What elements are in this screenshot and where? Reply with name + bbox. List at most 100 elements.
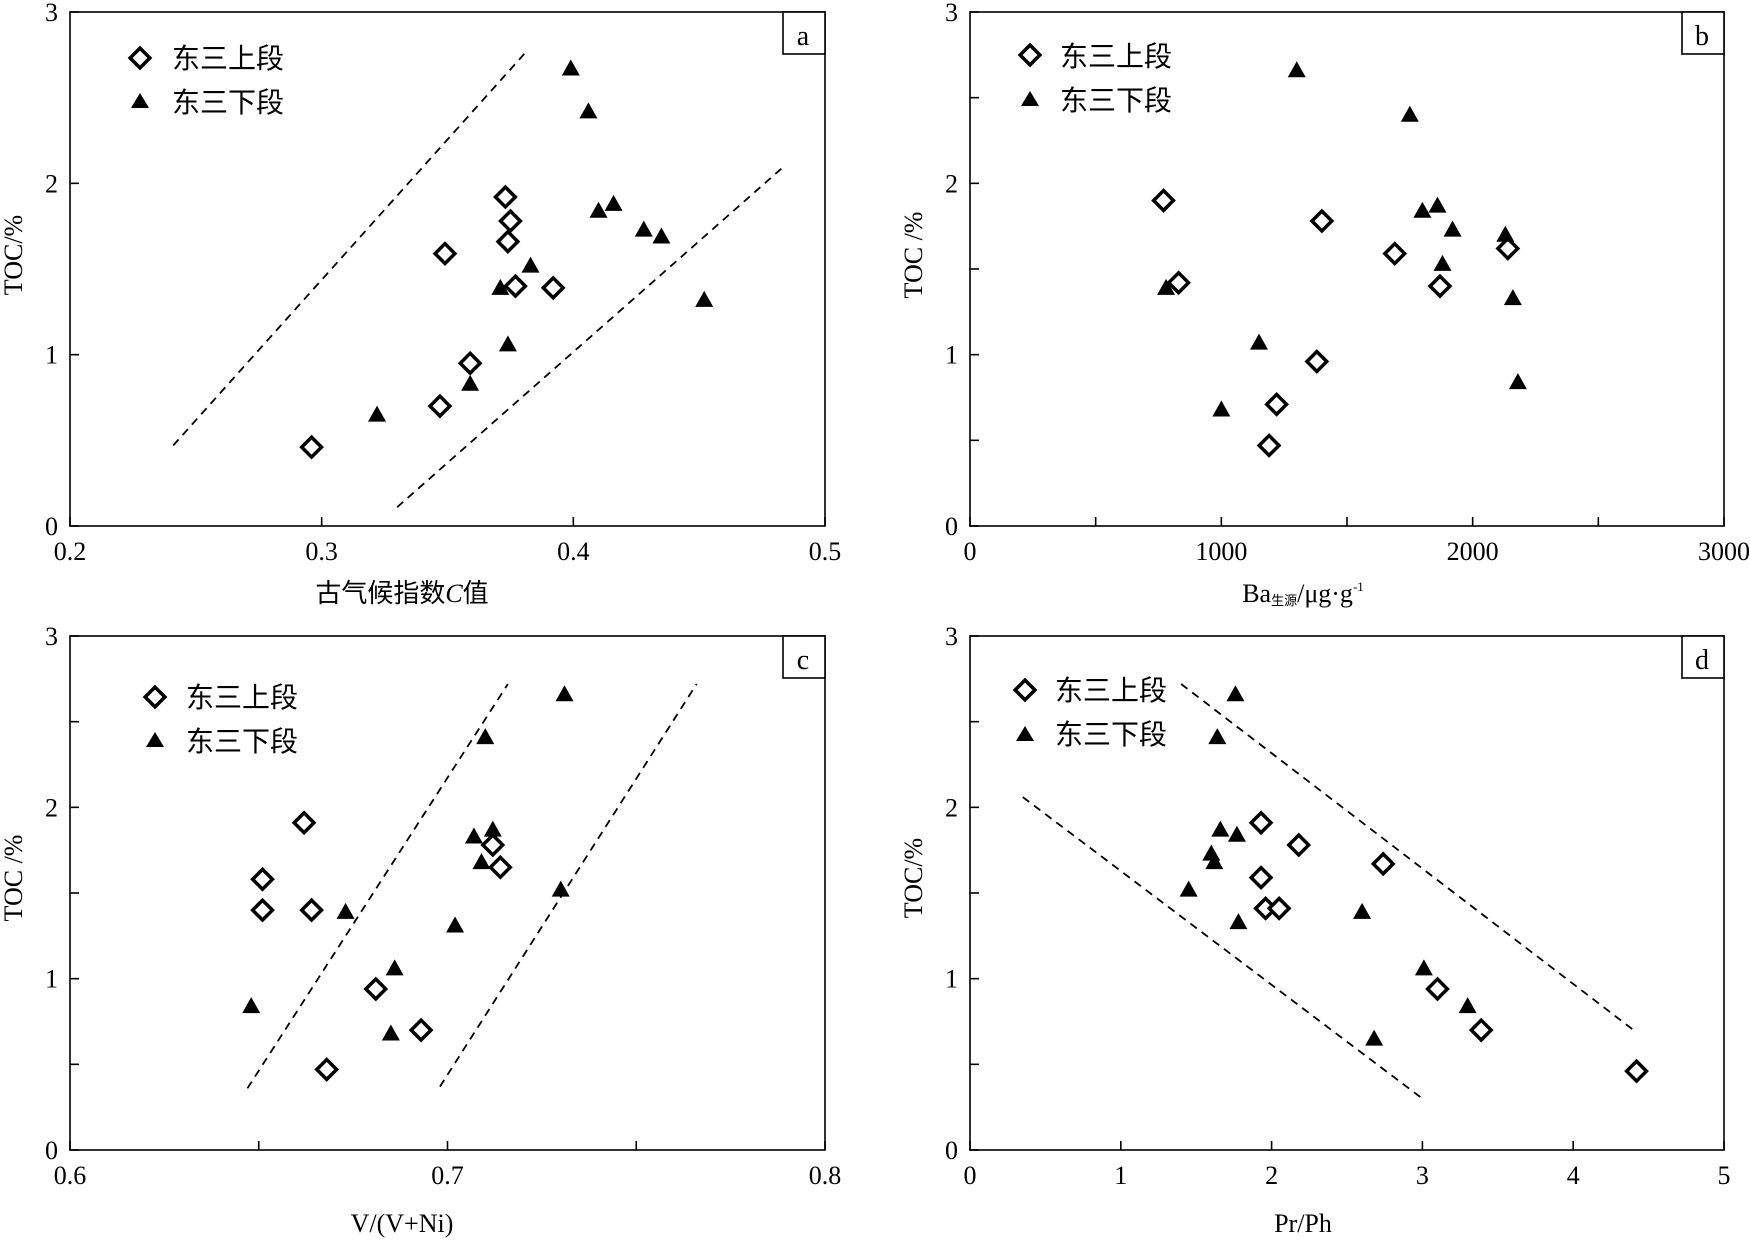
panel-d-label: d <box>1695 645 1709 676</box>
point-lower <box>446 916 465 933</box>
point-upper <box>540 275 566 301</box>
point-lower <box>695 290 714 307</box>
panel-b-label: b <box>1695 21 1709 52</box>
point-upper <box>1151 188 1176 213</box>
x-tick-label: 2 <box>1265 1161 1278 1190</box>
legend-lower-label: 东三下段 <box>1055 719 1167 751</box>
point-upper <box>1382 241 1408 266</box>
point-lower <box>1226 685 1245 702</box>
point-lower <box>464 827 483 844</box>
point-lower <box>604 194 623 211</box>
point-upper <box>1304 349 1330 374</box>
point-lower <box>1443 220 1462 237</box>
x-tick-label: 0 <box>964 1161 977 1190</box>
x-tick-label: 0.7 <box>431 1161 464 1190</box>
point-upper <box>1495 236 1521 261</box>
point-upper <box>480 832 506 858</box>
point-lower <box>1208 728 1227 745</box>
point-lower <box>1400 105 1419 122</box>
point-upper <box>1166 270 1191 296</box>
panel-d-legend: 东三上段 东三下段 <box>1012 675 1167 751</box>
x-tick-label: 3 <box>1416 1161 1429 1190</box>
panel-c-label: c <box>797 645 809 676</box>
panel-d-xlabel: Pr/Ph <box>1274 1209 1332 1238</box>
point-upper <box>487 854 513 880</box>
point-upper <box>1468 1017 1494 1043</box>
legend-upper-marker <box>127 45 153 71</box>
panel-a-label: a <box>797 21 810 52</box>
point-lower <box>1157 278 1176 295</box>
y-tick-label: 0 <box>45 1136 58 1165</box>
point-lower <box>1433 254 1452 271</box>
point-upper <box>299 434 324 460</box>
point-lower <box>1414 959 1433 976</box>
y-tick-label: 1 <box>945 965 958 994</box>
panel-d-ylabel: TOC/% <box>899 838 928 918</box>
point-lower <box>589 201 608 218</box>
trend-guide-line <box>1180 683 1635 1031</box>
x-tick-label: 5 <box>1718 1161 1731 1190</box>
point-lower <box>385 959 404 976</box>
panel-b-ylabel: TOC /% <box>899 212 928 299</box>
point-lower <box>561 59 580 76</box>
panel-label-box <box>1681 11 1725 55</box>
trend-guide-line <box>439 683 698 1088</box>
point-lower <box>498 335 517 352</box>
point-lower <box>1205 853 1224 870</box>
x-tick-label: 0.3 <box>305 537 338 566</box>
point-lower <box>242 997 261 1014</box>
legend-lower-marker <box>131 93 149 108</box>
point-lower <box>336 902 355 919</box>
point-lower <box>1212 400 1231 417</box>
trend-guide-line <box>396 167 783 508</box>
point-lower <box>1250 333 1269 350</box>
point-lower <box>472 853 491 870</box>
panel-c-legend: 东三上段 东三下段 <box>142 682 298 758</box>
point-upper <box>432 241 458 266</box>
point-lower <box>1508 373 1527 390</box>
y-tick-label: 2 <box>945 793 958 822</box>
x-tick-label: 0.4 <box>557 537 590 566</box>
legend-upper-marker <box>1012 677 1038 703</box>
panel-c-ylabel: TOC /% <box>0 835 28 922</box>
legend-lower-marker <box>1021 91 1039 106</box>
y-tick-label: 2 <box>45 169 58 198</box>
point-upper <box>299 897 324 923</box>
point-lower <box>476 728 495 745</box>
point-lower <box>1353 902 1372 919</box>
x-tick-label: 4 <box>1567 1161 1580 1190</box>
point-upper <box>1248 865 1274 890</box>
y-tick-label: 1 <box>945 341 958 370</box>
panel-b-xlabel: Ba生源/μg·g-1 <box>1242 579 1364 608</box>
point-upper <box>1286 832 1312 858</box>
point-upper <box>1624 1058 1649 1084</box>
point-lower <box>461 374 480 391</box>
point-upper <box>1427 273 1453 299</box>
y-tick-label: 3 <box>45 0 58 27</box>
x-tick-label: 1 <box>1114 1161 1127 1190</box>
x-tick-label: 0 <box>964 537 977 566</box>
point-lower <box>491 278 510 295</box>
panel-b: TOC /% Ba生源/μg·g-1 东三上段 东三下段 0 1000 2000 30… <box>899 0 1750 608</box>
panel-a-xlabel: 古气候指数C值 <box>315 579 488 608</box>
x-tick-label: 3000 <box>1698 537 1750 566</box>
panel-c-xlabel: V/(V+Ni) <box>351 1209 454 1238</box>
legend-upper-marker <box>142 684 168 710</box>
point-upper <box>493 184 518 210</box>
point-lower <box>555 685 574 702</box>
x-tick-label: 0.2 <box>54 537 87 566</box>
y-tick-label: 2 <box>945 169 958 198</box>
point-upper <box>1248 810 1274 836</box>
legend-upper-label: 东三上段 <box>1060 41 1172 73</box>
point-lower <box>1496 225 1515 242</box>
point-lower <box>1503 289 1522 306</box>
y-tick-label: 1 <box>45 965 58 994</box>
legend-upper-label: 东三上段 <box>1055 675 1167 707</box>
point-lower <box>551 880 570 897</box>
x-tick-label: 2000 <box>1447 537 1499 566</box>
point-lower <box>1227 825 1246 842</box>
panel-a-legend: 东三上段 东三下段 <box>127 43 284 119</box>
legend-upper-label: 东三上段 <box>186 682 298 714</box>
point-upper <box>495 229 521 254</box>
